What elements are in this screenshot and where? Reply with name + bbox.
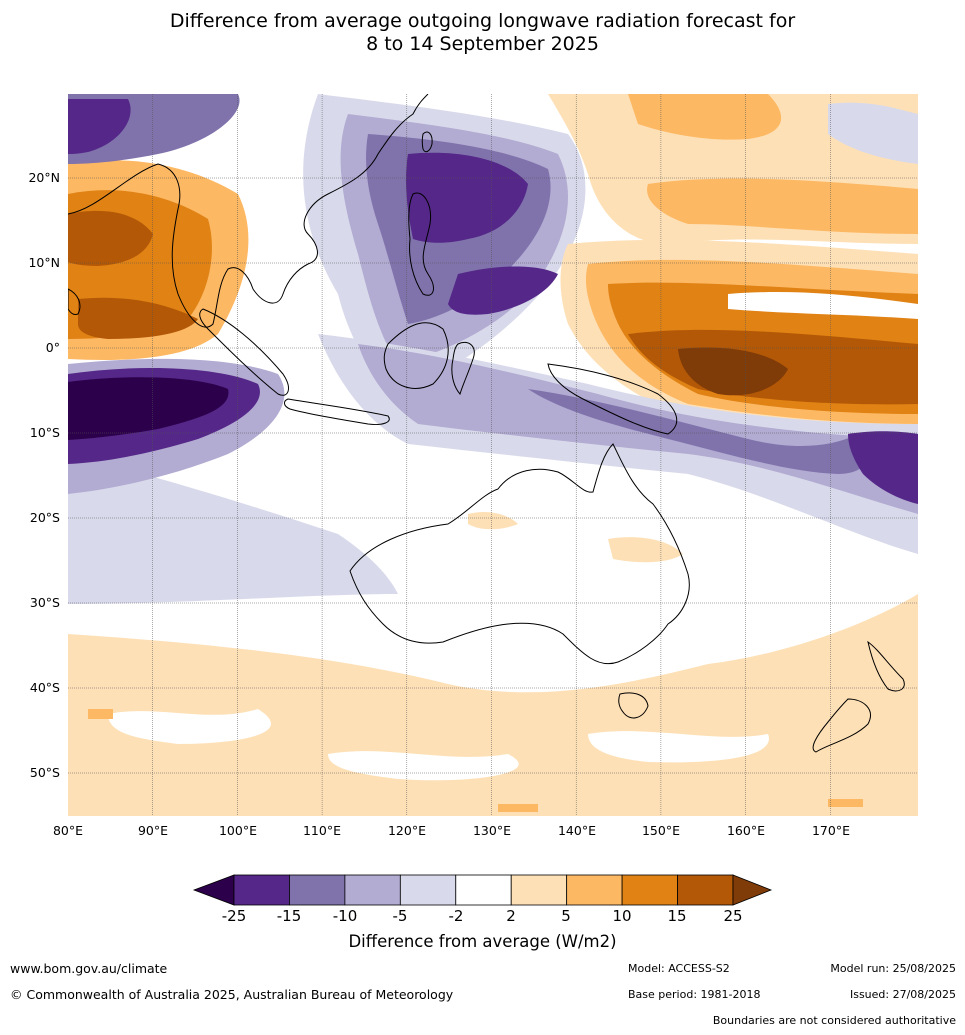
anomaly-south-light-orange [68, 594, 918, 816]
anomaly-bob-brown [68, 210, 198, 339]
colorbar-swatch [566, 874, 623, 906]
anomaly-west-eq-deep [68, 377, 229, 440]
coastlines [68, 94, 905, 753]
lat-label-20s: 20°S [29, 510, 60, 525]
colorbar-tick-5: -2 [448, 907, 464, 925]
colorbar-label: Difference from average (W/m2) [348, 932, 617, 951]
colorbar-swatch [344, 874, 401, 906]
anomaly-south-white-patches [108, 709, 769, 781]
colorbar-swatch [455, 874, 512, 906]
colorbar-tick-10: 25 [723, 907, 743, 925]
colorbar-arrow-high [732, 874, 773, 906]
lon-label-150e: 150°E [641, 823, 680, 838]
colorbar-tick-1: -25 [221, 907, 247, 925]
anomaly-indian-lilac [68, 454, 398, 604]
graticule [68, 94, 918, 816]
lat-label-30s: 30°S [29, 595, 60, 610]
colorbar-arrow-low [192, 874, 235, 906]
colorbar-tick-7: 5 [561, 907, 571, 925]
colorbar-tick-3: -10 [332, 907, 358, 925]
lat-label-40s: 40°S [29, 680, 60, 695]
new-guinea-coastline [547, 363, 678, 435]
title-line-2: 8 to 14 September 2025 [366, 33, 599, 55]
colorbar-swatch [510, 874, 568, 906]
anomaly-scs-deep [405, 152, 558, 315]
lon-label-80e: 80°E [52, 823, 84, 838]
footer-model-run: Model run: 25/08/2025 [830, 962, 956, 975]
colorbar-swatch [233, 874, 290, 906]
india-sri-lanka-coastline [68, 288, 81, 315]
anomaly-nw-deep [68, 99, 131, 154]
lat-label-20n: 20°N [28, 170, 60, 185]
asia-mainland-coastline [68, 94, 429, 328]
sumatra-coastline [199, 308, 289, 396]
colorbar-swatch [289, 874, 346, 906]
lat-label-50s: 50°S [29, 765, 60, 780]
lon-label-100e: 100°E [218, 823, 257, 838]
lat-label-10s: 10°S [29, 425, 60, 440]
borneo-coastline [383, 322, 449, 389]
philippines-coastline [408, 192, 434, 296]
taiwan-coastline [421, 131, 433, 153]
colorbar [192, 874, 773, 906]
lat-label-10n: 10°N [28, 255, 60, 270]
anomaly-wpac-darkbrown [678, 347, 788, 396]
colorbar-tick-2: -15 [276, 907, 302, 925]
lon-label-120e: 120°E [387, 823, 426, 838]
colorbar-swatch [677, 874, 734, 906]
footer-model: Model: ACCESS-S2 [628, 962, 730, 975]
anomaly-sw-pacific-purple [848, 431, 918, 504]
anomaly-wpac-white-lane [728, 292, 918, 319]
australia-coastline [349, 443, 690, 665]
footer-base-period: Base period: 1981-2018 [628, 988, 761, 1001]
chart-title: Difference from average outgoing longwav… [0, 10, 965, 56]
lon-label-110e: 110°E [302, 823, 341, 838]
colorbar-tick-4: -5 [392, 907, 408, 925]
anomaly-australia-spots [468, 512, 683, 563]
title-line-1: Difference from average outgoing longwav… [169, 10, 796, 32]
sulawesi-coastline [451, 341, 475, 396]
anomaly-npac-lilac-ne [828, 102, 918, 164]
footer-copyright: © Commonwealth of Australia 2025, Austra… [10, 987, 454, 1002]
colorbar-swatches [192, 874, 773, 906]
lon-label-140e: 140°E [557, 823, 596, 838]
colorbar-tick-9: 15 [667, 907, 687, 925]
tasmania-coastline [618, 692, 649, 719]
anomaly-maritime-purple [528, 389, 869, 474]
footer-disclaimer: Boundaries are not considered authoritat… [712, 1014, 956, 1027]
lon-label-90e: 90°E [137, 823, 169, 838]
java-coastline [284, 398, 390, 425]
anomaly-npac-orange [628, 94, 918, 234]
colorbar-tick-8: 10 [612, 907, 632, 925]
footer-website: www.bom.gov.au/climate [10, 961, 168, 976]
forecast-map [68, 94, 918, 816]
map-svg [68, 94, 918, 816]
new-zealand-coastline [812, 640, 905, 753]
lon-label-130e: 130°E [472, 823, 511, 838]
footer-issued: Issued: 27/08/2025 [849, 988, 956, 1001]
colorbar-tick-6: 2 [506, 907, 516, 925]
colorbar-swatch [399, 874, 457, 906]
lon-label-160e: 160°E [726, 823, 765, 838]
colorbar-swatch [621, 874, 678, 906]
lat-label-equator: 0° [45, 340, 60, 355]
lon-label-170e: 170°E [811, 823, 850, 838]
